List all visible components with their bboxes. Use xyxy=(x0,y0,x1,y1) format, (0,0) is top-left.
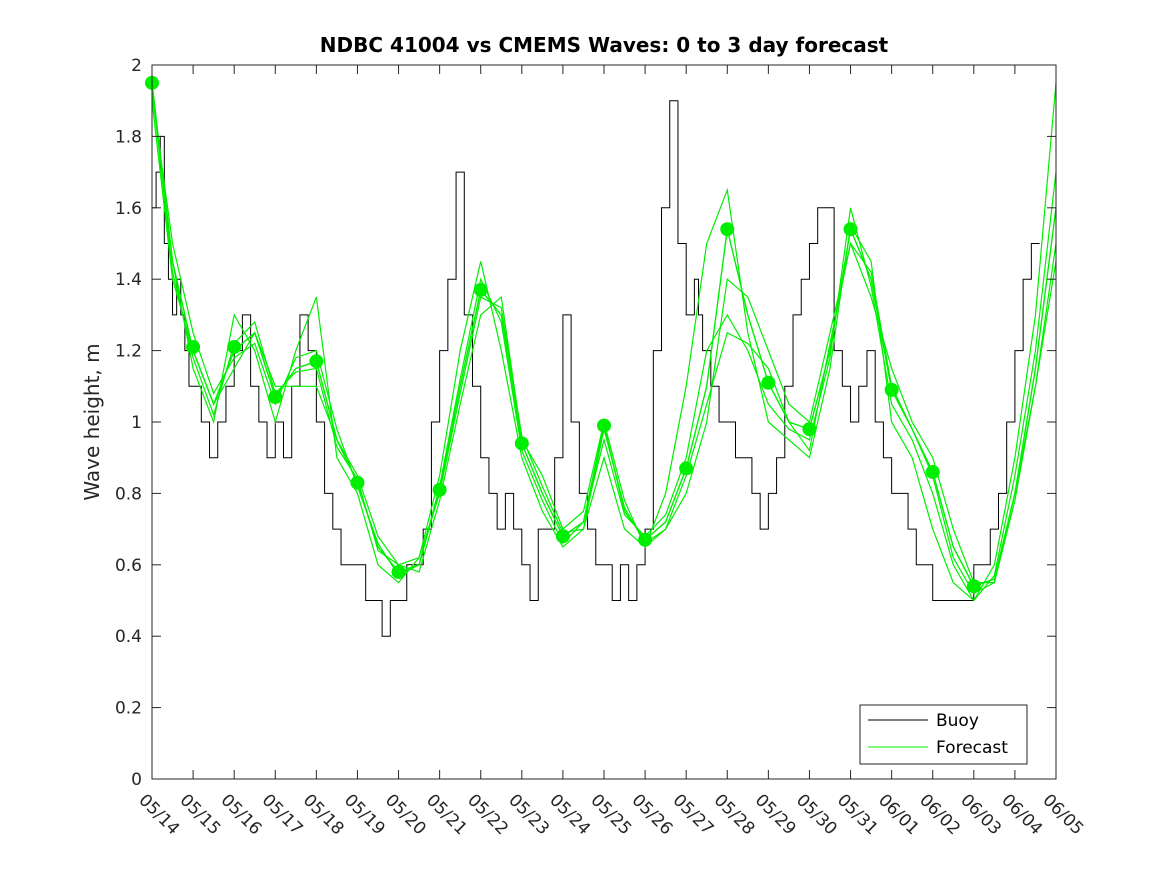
legend-buoy-label: Buoy xyxy=(936,711,979,731)
forecast-member-line xyxy=(151,93,1057,602)
forecast-marker xyxy=(473,282,488,297)
forecast-marker xyxy=(925,464,940,479)
y-tick-label: 1.6 xyxy=(115,199,142,219)
forecast-marker xyxy=(186,340,201,355)
forecast-marker xyxy=(391,564,406,579)
forecast-marker xyxy=(514,436,529,451)
forecast-marker xyxy=(802,422,817,437)
forecast-marker xyxy=(597,418,611,433)
forecast-marker xyxy=(432,482,447,497)
y-tick-label: 0.8 xyxy=(115,484,142,504)
forecast-marker xyxy=(720,222,735,237)
chart-title: NDBC 41004 vs CMEMS Waves: 0 to 3 day fo… xyxy=(320,33,889,57)
forecast-marker xyxy=(555,529,570,544)
y-tick-label: 1 xyxy=(131,413,142,433)
y-axis-label: Wave height, m xyxy=(80,343,104,500)
forecast-marker xyxy=(679,461,694,476)
y-tick-label: 0.2 xyxy=(115,699,142,719)
forecast-member-line xyxy=(151,82,1057,602)
legend: Buoy Forecast xyxy=(859,704,1028,765)
forecast-marker xyxy=(227,340,242,355)
y-tick-label: 1.8 xyxy=(115,127,142,147)
y-tick-label: 2 xyxy=(131,56,142,76)
forecast-marker xyxy=(309,354,324,369)
y-tick-label: 0.6 xyxy=(115,556,142,576)
y-tick-label: 1.2 xyxy=(115,342,142,362)
legend-box xyxy=(859,704,1028,765)
forecast-marker xyxy=(884,382,899,397)
legend-forecast-label: Forecast xyxy=(936,738,1008,758)
y-tick-label: 0.4 xyxy=(115,627,142,647)
forecast-marker xyxy=(350,475,365,490)
forecast-marker xyxy=(761,375,776,390)
forecast-marker xyxy=(843,222,858,237)
forecast-marker xyxy=(638,532,653,547)
y-tick-label: 0 xyxy=(131,770,142,790)
forecast-marker xyxy=(268,390,283,405)
buoy-line xyxy=(152,100,1040,637)
forecast-marker xyxy=(966,579,981,594)
y-tick-label: 1.4 xyxy=(115,270,142,290)
